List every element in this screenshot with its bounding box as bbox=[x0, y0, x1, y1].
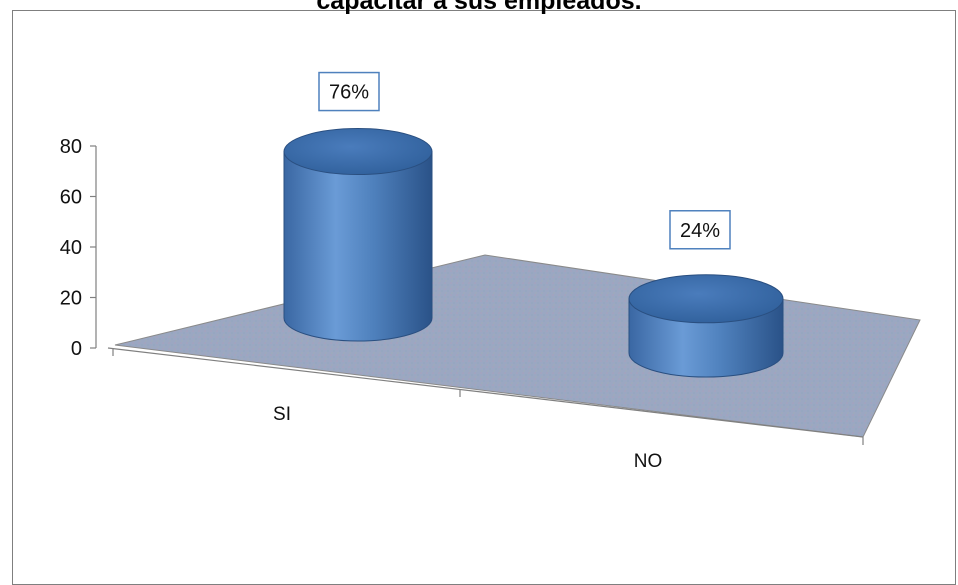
y-tick-label: 20 bbox=[60, 288, 82, 310]
data-label-box bbox=[669, 210, 731, 250]
y-tick-label: 40 bbox=[60, 237, 82, 259]
chart-floor bbox=[114, 254, 921, 438]
x-category-label: SI bbox=[273, 404, 291, 425]
bar-top bbox=[628, 274, 784, 324]
y-tick-label: 0 bbox=[71, 338, 82, 360]
bar-top bbox=[283, 128, 433, 176]
x-axis-line bbox=[107, 347, 864, 438]
bar-body bbox=[283, 151, 433, 342]
bar-no bbox=[628, 274, 784, 378]
data-label-box bbox=[318, 71, 380, 112]
data-label-text: 76% bbox=[329, 82, 369, 104]
y-axis: 0 20 40 60 80 bbox=[60, 136, 97, 360]
bar-si bbox=[283, 128, 433, 342]
data-label-si: 76% bbox=[318, 71, 380, 112]
bar-series bbox=[283, 128, 784, 378]
y-tick-label: 80 bbox=[60, 136, 82, 158]
y-tick-label: 60 bbox=[60, 187, 82, 209]
chart-title: capacitar a sus empleados. bbox=[316, 0, 642, 15]
x-axis: SI NO bbox=[107, 347, 864, 472]
data-label-text: 24% bbox=[680, 220, 720, 242]
x-category-label: NO bbox=[634, 451, 663, 472]
data-label-no: 24% bbox=[669, 210, 731, 250]
data-labels: 76% 24% bbox=[318, 71, 731, 250]
